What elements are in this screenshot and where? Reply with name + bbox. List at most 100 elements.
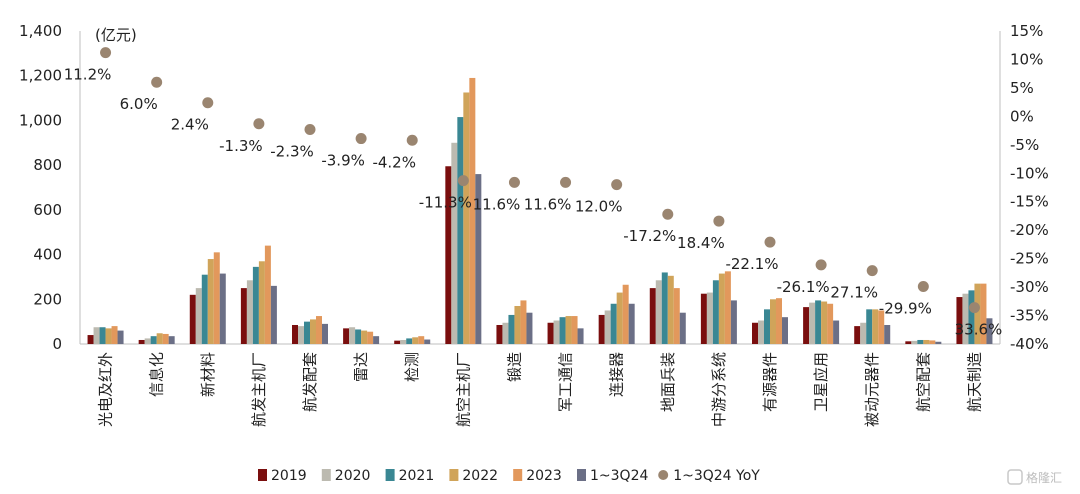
- bar-2021-14: [815, 300, 822, 344]
- category-label-3: 航发主机厂: [250, 352, 268, 427]
- right-axis-tick-label: -35%: [1010, 307, 1049, 325]
- bar-2022-11: [667, 275, 674, 344]
- bar-2021-5: [355, 329, 362, 344]
- bar-2023-16: [929, 340, 936, 344]
- bar-13Q24-3: [270, 285, 277, 344]
- bar-13Q24-1: [168, 336, 175, 344]
- bar-13Q24-14: [833, 320, 840, 344]
- bar-2019-6: [394, 340, 401, 344]
- bar-2023-13: [776, 298, 782, 344]
- bar-2021-15: [866, 309, 873, 344]
- category-labels: 光电及红外 信息化 新材料 航发主机厂 航发配套 雷达 检测 航空主机厂 锻造 军工通信 连接器 地面…: [97, 352, 984, 427]
- legend-label-2019: 2019: [271, 468, 307, 484]
- bar-2021-10: [610, 303, 617, 344]
- bar-2023-2: [213, 252, 220, 344]
- yoy-data-label-12: 18.4%: [677, 234, 725, 252]
- yoy-data-label-15: 27.1%: [830, 284, 878, 302]
- bar-2021-13: [764, 309, 770, 344]
- yoy-data-label-1: 6.0%: [120, 95, 158, 113]
- yoy-point-14: [815, 259, 827, 271]
- bar-2022-7: [463, 92, 470, 344]
- yoy-point-6: [406, 134, 418, 146]
- yoy-point-0: [100, 47, 112, 59]
- bar-2021-16: [917, 339, 924, 344]
- bar-2022-2: [207, 259, 214, 344]
- bar-2019-13: [752, 322, 758, 344]
- left-axis: 0 200 400 600 800 1,000 1,200 1,400: [19, 22, 1000, 353]
- yoy-data-label-14: -26.1%: [777, 278, 830, 296]
- legend-swatch-2019: [258, 469, 267, 481]
- left-axis-tick-label: 400: [33, 246, 62, 264]
- yoy-point-16: [917, 281, 929, 293]
- bar-2020-16: [911, 340, 918, 344]
- right-axis-tick-label: -25%: [1010, 250, 1049, 268]
- category-label-7: 航空主机厂: [454, 352, 472, 427]
- bar-13Q24-17: [986, 318, 993, 344]
- bar-13Q24-6: [424, 339, 431, 344]
- category-label-12: 中游分系统: [710, 352, 728, 427]
- bar-2020-4: [298, 326, 304, 344]
- left-axis-tick-label: 200: [33, 290, 62, 308]
- bar-13Q24-7: [475, 174, 482, 344]
- yoy-point-9: [560, 176, 572, 188]
- yoy-point-12: [713, 215, 725, 227]
- bar-13Q24-16: [935, 341, 942, 344]
- category-label-1: 信息化: [148, 352, 166, 397]
- left-axis-unit-label: (亿元): [95, 26, 137, 44]
- bar-2020-12: [706, 292, 713, 344]
- bar-2021-1: [150, 336, 157, 344]
- bar-13Q24-0: [117, 330, 124, 344]
- category-label-11: 地面兵装: [659, 352, 677, 412]
- bar-2021-4: [304, 321, 310, 344]
- bar-2019-4: [292, 324, 298, 344]
- yoy-point-4: [304, 123, 316, 135]
- bar-2019-8: [496, 324, 503, 344]
- bar-2022-16: [923, 339, 930, 344]
- yoy-point-3: [253, 118, 265, 130]
- bar-2023-5: [367, 331, 374, 344]
- bars: [87, 77, 993, 344]
- bar-2022-5: [361, 330, 368, 344]
- bar-2019-5: [343, 328, 350, 344]
- bar-2022-14: [821, 301, 828, 344]
- bar-13Q24-13: [782, 317, 788, 344]
- bar-2020-5: [349, 327, 356, 344]
- right-axis-tick-label: -10%: [1010, 164, 1049, 182]
- bar-2023-14: [827, 303, 834, 344]
- legend: 2019 2020 2021 2022 2023 1~3Q24 1~3Q24 YoY: [258, 468, 760, 484]
- yoy-data-label-8: 11.6%: [473, 195, 521, 213]
- bar-2021-12: [712, 280, 719, 344]
- bar-13Q24-2: [219, 273, 226, 344]
- legend-swatch-1~3Q24: [577, 469, 586, 481]
- legend-swatch-2023: [513, 469, 523, 481]
- bar-2020-9: [553, 320, 560, 344]
- bar-2019-16: [905, 341, 912, 344]
- category-label-0: 光电及红外: [97, 352, 115, 427]
- category-label-9: 军工通信: [557, 352, 575, 412]
- legend-label-2021: 2021: [399, 468, 435, 484]
- category-label-5: 雷达: [352, 352, 370, 382]
- bar-2020-0: [93, 327, 100, 344]
- bar-2019-3: [240, 288, 247, 344]
- right-axis-tick-label: 15%: [1010, 22, 1043, 40]
- legend-label-2022: 2022: [462, 468, 498, 484]
- legend-swatch-2020: [321, 469, 331, 481]
- bar-13Q24-5: [373, 336, 380, 344]
- bar-2022-4: [310, 319, 316, 344]
- bar-2020-15: [860, 322, 867, 344]
- yoy-point-10: [611, 179, 623, 191]
- bar-2023-9: [571, 316, 578, 344]
- yoy-point-11: [662, 208, 674, 220]
- bar-2023-17: [980, 283, 987, 344]
- bar-2020-10: [604, 310, 611, 344]
- bar-2021-0: [99, 327, 106, 344]
- bar-2022-8: [514, 305, 521, 344]
- yoy-data-label-7: -11.3%: [419, 194, 472, 212]
- watermark: 格隆汇: [1007, 469, 1062, 485]
- legend-swatch-2022: [449, 469, 459, 481]
- bar-2020-6: [400, 339, 407, 344]
- bar-2019-0: [87, 335, 94, 344]
- right-axis-tick-label: 5%: [1010, 79, 1034, 97]
- yoy-point-8: [508, 176, 520, 188]
- bar-2022-10: [616, 292, 623, 344]
